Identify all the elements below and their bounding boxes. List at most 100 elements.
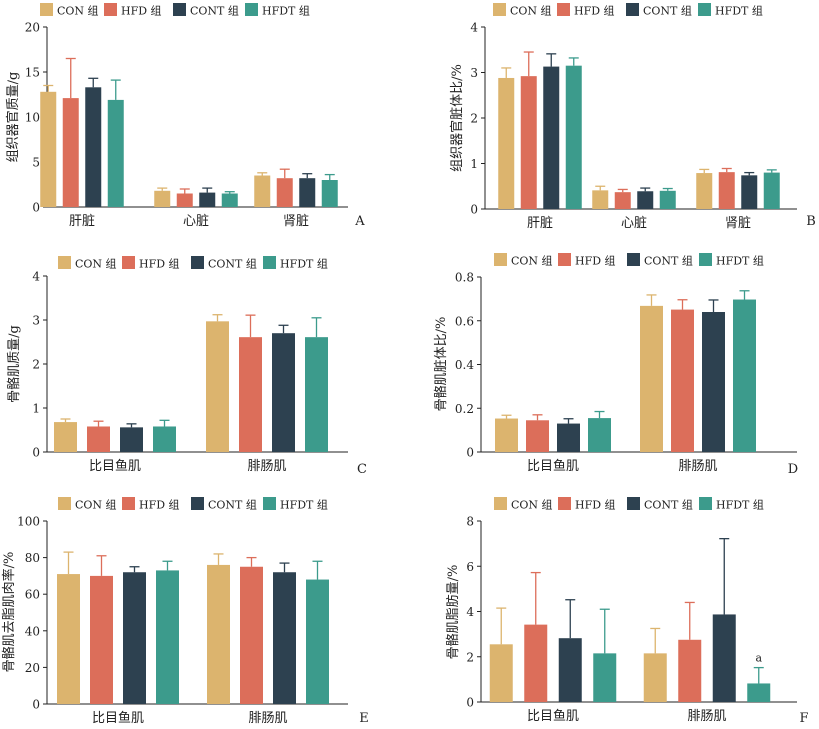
legend-swatch-con [494, 497, 507, 510]
bar-cont [273, 572, 296, 704]
bar-cont [558, 638, 582, 702]
legend: CON 组 HFD 组 CONT 组 HFDT 组 [493, 3, 763, 18]
chart-panel-a: CON 组 HFD 组 CONT 组 HFDT 组 0 5 10 15 20 组织器官质量/g 肝脏… [5, 3, 365, 229]
legend: CON 组 HFD 组 CONT 组 HFDT 组 [58, 256, 328, 271]
x-tick-label: 肾脏 [725, 216, 751, 231]
bar-hfdt [593, 653, 617, 702]
y-tick-label: 4 [32, 270, 40, 284]
y-tick-label: 6 [466, 560, 474, 574]
legend-swatch-con [494, 253, 507, 266]
y-axis-label: 骨骼肌去脂肌肉率/% [1, 552, 17, 673]
bar-con [498, 77, 515, 210]
legend-label-hfdt: HFDT 组 [716, 498, 764, 512]
bar-hfd [176, 193, 193, 207]
bar-cont [85, 87, 102, 207]
legend-swatch-cont [626, 3, 639, 16]
legend-label-cont: CONT 组 [208, 498, 257, 512]
bar-con [495, 418, 518, 452]
bar-cont [543, 66, 560, 210]
y-axis-label: 组织器官质量/g [5, 72, 21, 163]
bar-hfdt [763, 172, 780, 209]
y-tick-label: 0 [32, 446, 40, 460]
chart-panel-b: CON 组 HFD 组 CONT 组 HFDT 组 0 1 2 3 4 组织器官脏体比/% 肝脏 心脏… [449, 3, 816, 231]
bar-con [206, 321, 229, 452]
bar-hfd [524, 624, 548, 702]
x-tick-label: 比目鱼肌 [92, 710, 144, 726]
panel-label: A [354, 214, 365, 229]
y-tick-label: 1 [470, 157, 478, 171]
bar-hfd [62, 98, 79, 207]
bar-con [154, 190, 171, 207]
bar-cont [637, 191, 654, 209]
y-tick-label: 4 [466, 605, 474, 619]
bar-hfd [276, 178, 293, 207]
bar-con [57, 574, 80, 704]
bar-con [40, 91, 57, 207]
chart-panel-f: CON 组 HFD 组 CONT 组 HFDT 组 0 2 4 6 8 骨骼肌脂肪量/% 比目鱼肌 腓… [445, 497, 809, 726]
chart-panel-e: CON 组 HFD 组 CONT 组 HFDT 组 0 20 40 60 80 100 骨骼肌去脂肌… [1, 497, 369, 726]
y-tick-label: 20 [25, 661, 40, 675]
legend-label-hfd: HFD 组 [574, 4, 615, 18]
y-tick-label: 1 [32, 402, 40, 416]
bar-con [254, 175, 271, 207]
significance-mark: a [755, 652, 762, 665]
bar-cont [120, 427, 143, 452]
legend-label-con: CON 组 [511, 254, 553, 268]
bar-cont [123, 572, 146, 704]
legend: CON 组 HFD 组 CONT 组 HFDT 组 [494, 497, 764, 512]
legend-swatch-hfdt [263, 497, 276, 510]
panel-label: D [788, 462, 798, 477]
legend-swatch-hfd [558, 253, 571, 266]
y-axis-label: 骨骼肌脏体比/% [433, 317, 449, 412]
bar-con [207, 564, 230, 704]
legend-label-cont: CONT 组 [190, 4, 239, 18]
bar-cont [702, 312, 725, 452]
y-tick-label: 3 [470, 66, 478, 80]
legend-swatch-hfd [104, 3, 117, 16]
y-tick-label: 5 [32, 156, 40, 170]
x-tick-label: 腓肠肌 [687, 708, 726, 724]
bar-hfd [239, 337, 262, 452]
y-tick-label: 0 [466, 696, 474, 710]
legend-label-hfd: HFD 组 [575, 498, 616, 512]
legend: CON 组 HFD 组 CONT 组 HFDT 组 [494, 253, 764, 268]
y-tick-label: 60 [25, 588, 40, 602]
bar-hfdt [321, 180, 338, 207]
y-tick-label: 2 [470, 112, 478, 126]
legend-label-hfd: HFD 组 [139, 498, 180, 512]
y-tick-label: 0 [470, 203, 478, 217]
y-tick-label: 0 [32, 201, 40, 215]
bar-con [54, 422, 77, 452]
y-tick-label: 3 [32, 314, 40, 328]
y-tick-label: 0.6 [455, 314, 474, 328]
bar-hfdt [305, 337, 328, 452]
y-tick-label: 2 [32, 358, 40, 372]
y-tick-label: 0.8 [455, 271, 474, 285]
y-tick-label: 0 [32, 698, 40, 712]
bar-hfdt [221, 193, 238, 207]
legend-label-hfd: HFD 组 [121, 4, 162, 18]
legend-label-hfdt: HFDT 组 [262, 4, 310, 18]
bar-hfdt [107, 99, 124, 207]
bar-hfdt [565, 65, 582, 209]
chart-panel-d: CON 组 HFD 组 CONT 组 HFDT 组 0 0.2 0.4 0.6 0.8 骨骼肌脏体… [433, 253, 798, 477]
bar-cont [299, 178, 316, 207]
y-tick-label: 0.2 [455, 402, 474, 416]
legend-label-con: CON 组 [57, 4, 99, 18]
legend-label-hfdt: HFDT 组 [280, 257, 328, 271]
bar-hfd [87, 426, 110, 452]
bar-hfd [614, 192, 631, 209]
bar-hfdt [747, 683, 771, 702]
bar-hfd [678, 639, 702, 702]
legend-label-con: CON 组 [510, 4, 552, 18]
x-tick-label: 心脏 [183, 214, 209, 229]
bar-hfdt [306, 579, 329, 704]
legend-label-cont: CONT 组 [644, 254, 693, 268]
legend-swatch-hfdt [699, 253, 712, 266]
legend-swatch-cont [627, 253, 640, 266]
bar-hfdt [156, 570, 179, 704]
legend-swatch-cont [191, 497, 204, 510]
y-tick-label: 2 [466, 650, 474, 664]
y-tick-label: 0.4 [455, 358, 474, 372]
